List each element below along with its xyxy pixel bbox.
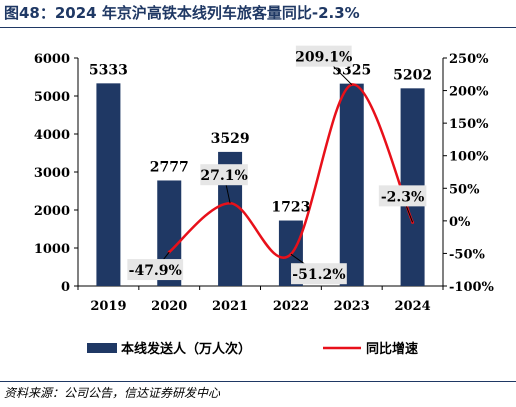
left-tick-label: 0 xyxy=(61,280,70,295)
growth-value-label: -2.3% xyxy=(381,189,424,205)
left-tick-label: 4000 xyxy=(34,128,70,143)
x-tick-label: 2023 xyxy=(334,299,370,314)
title-divider xyxy=(0,27,516,28)
legend-line-label: 同比增速 xyxy=(366,341,418,357)
left-tick-label: 5000 xyxy=(34,90,70,105)
growth-value-label: 27.1% xyxy=(200,168,247,184)
bar-value-label: 2777 xyxy=(150,159,189,175)
growth-label-box xyxy=(291,263,347,285)
x-tick-label: 2022 xyxy=(273,299,309,314)
growth-label-box xyxy=(127,259,184,281)
right-tick-label: 200% xyxy=(449,85,489,100)
left-tick-label: 1000 xyxy=(34,242,70,257)
x-tick-label: 2024 xyxy=(394,299,430,314)
right-tick-label: 0% xyxy=(449,215,471,230)
legend-bar-swatch xyxy=(87,343,117,353)
source-note: 资料来源：公司公告，信达证券研发中心 xyxy=(4,386,221,400)
growth-value-label: -47.9% xyxy=(129,263,182,279)
x-tick-label: 2021 xyxy=(212,299,248,314)
right-tick-label: -50% xyxy=(449,247,485,262)
combo-chart: 0 1000 2000 3000 4000 5000 6000 -100% -50% 0% 50% 1… xyxy=(34,45,495,357)
chart-title: 图48：2024 年京沪高铁本线列车旅客量同比-2.3% xyxy=(4,4,360,22)
source-divider xyxy=(0,381,516,382)
right-tick-label: 150% xyxy=(449,117,489,132)
growth-value-label: -51.2% xyxy=(292,267,345,283)
bar-value-label: 3529 xyxy=(211,131,250,147)
bar-value-label: 5202 xyxy=(393,67,432,83)
left-tick-label: 2000 xyxy=(34,204,70,219)
right-tick-label: 50% xyxy=(449,182,480,197)
left-tick-label: 3000 xyxy=(34,166,70,181)
growth-value-label: 209.1% xyxy=(295,50,352,66)
right-tick-label: 100% xyxy=(449,150,489,165)
axes-group: 0 1000 2000 3000 4000 5000 6000 -100% -50% 0% 50% 1… xyxy=(34,52,495,314)
bar-value-label: 1723 xyxy=(271,200,310,216)
growth-line xyxy=(168,83,414,259)
right-tick-label: 250% xyxy=(449,52,489,67)
left-tick-label: 6000 xyxy=(34,52,70,67)
legend-bar-label: 本线发送人（万人次） xyxy=(121,341,251,357)
x-tick-label: 2019 xyxy=(90,299,126,314)
bar xyxy=(339,83,364,287)
x-tick-label: 2020 xyxy=(151,299,187,314)
right-tick-label: -100% xyxy=(449,280,495,295)
growth-label-box xyxy=(378,185,427,207)
growth-label-box xyxy=(295,45,352,67)
legend-group: 本线发送人（万人次） 同比增速 xyxy=(87,341,418,357)
growth-label-box xyxy=(200,164,248,186)
bar-value-label: 5333 xyxy=(89,62,128,78)
bar xyxy=(96,83,121,286)
